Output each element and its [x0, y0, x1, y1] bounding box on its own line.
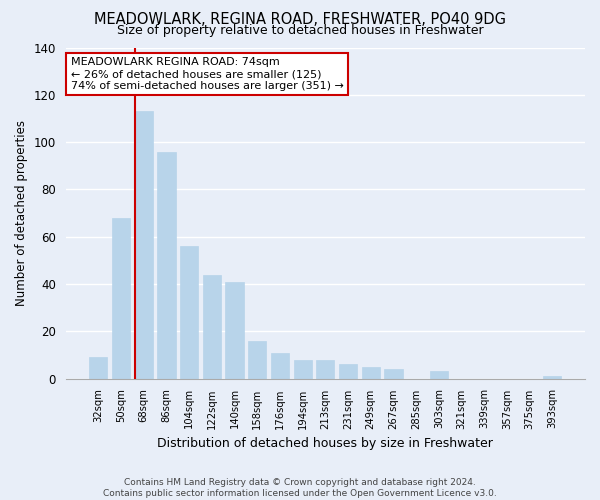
- Bar: [157, 152, 176, 378]
- Bar: [226, 282, 244, 378]
- Bar: [430, 372, 448, 378]
- Y-axis label: Number of detached properties: Number of detached properties: [15, 120, 28, 306]
- Bar: [316, 360, 334, 378]
- X-axis label: Distribution of detached houses by size in Freshwater: Distribution of detached houses by size …: [157, 437, 493, 450]
- Bar: [362, 366, 380, 378]
- Bar: [89, 358, 107, 378]
- Bar: [271, 352, 289, 378]
- Bar: [293, 360, 312, 378]
- Bar: [543, 376, 562, 378]
- Bar: [112, 218, 130, 378]
- Text: Contains HM Land Registry data © Crown copyright and database right 2024.
Contai: Contains HM Land Registry data © Crown c…: [103, 478, 497, 498]
- Text: Size of property relative to detached houses in Freshwater: Size of property relative to detached ho…: [116, 24, 484, 37]
- Bar: [203, 274, 221, 378]
- Bar: [339, 364, 357, 378]
- Text: MEADOWLARK, REGINA ROAD, FRESHWATER, PO40 9DG: MEADOWLARK, REGINA ROAD, FRESHWATER, PO4…: [94, 12, 506, 28]
- Bar: [385, 369, 403, 378]
- Bar: [180, 246, 198, 378]
- Text: MEADOWLARK REGINA ROAD: 74sqm
← 26% of detached houses are smaller (125)
74% of : MEADOWLARK REGINA ROAD: 74sqm ← 26% of d…: [71, 58, 344, 90]
- Bar: [248, 340, 266, 378]
- Bar: [134, 112, 153, 378]
